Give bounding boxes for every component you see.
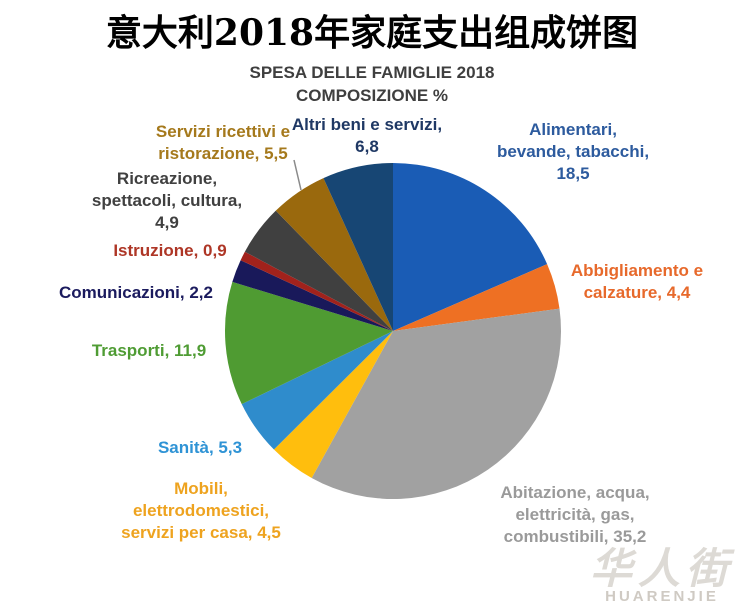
label-istruzione: Istruzione, 0,9 [113, 240, 226, 262]
label-altri-beni: Altri beni e servizi, 6,8 [292, 114, 442, 158]
label-line: Comunicazioni, 2,2 [59, 283, 213, 302]
pie-slice-4 [241, 331, 393, 450]
pie-slice-3 [273, 331, 393, 479]
label-line: Sanità, 5,3 [157, 438, 243, 457]
label-line: Altri beni e servizi, [291, 115, 443, 134]
label-line: Ricreazione, [116, 169, 218, 188]
pie-slice-5 [224, 281, 393, 405]
label-line: Istruzione, 0,9 [113, 241, 227, 260]
label-alimentari: Alimentari, bevande, tabacchi, 18,5 [497, 119, 649, 185]
label-line: elettricità, gas, [515, 505, 635, 524]
label-comunicazioni: Comunicazioni, 2,2 [59, 282, 213, 304]
label-line: servizi per casa, 4,5 [121, 523, 281, 542]
label-line: 6,8 [355, 137, 379, 156]
label-sanita: Sanità, 5,3 [158, 437, 242, 459]
label-line: Servizi ricettivi e [155, 122, 291, 141]
label-line: Alimentari, [529, 120, 617, 139]
chart-title-line2: COMPOSIZIONE % [295, 86, 449, 105]
label-line: 4,9 [155, 213, 179, 232]
label-line: spettacoli, cultura, [91, 191, 243, 210]
label-line: calzature, 4,4 [583, 283, 691, 302]
label-line: Trasporti, 11,9 [91, 341, 207, 360]
pie-slice-0 [393, 162, 548, 331]
label-line: bevande, tabacchi, [496, 142, 650, 161]
page-title: 意大利2018年家庭支出组成饼图 [105, 12, 639, 54]
pie-slice-7 [240, 251, 393, 331]
label-abbigliamento: Abbigliamento e calzature, 4,4 [571, 260, 703, 304]
pie-slice-1 [393, 264, 560, 331]
chart-title-line1: SPESA DELLE FAMIGLIE 2018 [249, 63, 495, 82]
label-line: Mobili, [174, 479, 228, 498]
label-abitazione: Abitazione, acqua, elettricità, gas, com… [500, 482, 649, 548]
label-line: Abitazione, acqua, [500, 483, 650, 502]
label-ricreazione: Ricreazione, spettacoli, cultura, 4,9 [92, 168, 242, 234]
label-line: ristorazione, 5,5 [158, 144, 288, 163]
label-line: elettrodomestici, [132, 501, 270, 520]
label-trasporti: Trasporti, 11,9 [92, 340, 206, 362]
label-line: combustibili, 35,2 [503, 527, 647, 546]
label-line: 18,5 [556, 164, 590, 183]
label-servizi-ricettivi: Servizi ricettivi e ristorazione, 5,5 [156, 121, 290, 165]
pie-slices-group [224, 162, 562, 500]
pie-slice-2 [311, 308, 562, 500]
pie-slice-6 [232, 260, 393, 331]
label-mobili: Mobili, elettrodomestici, servizi per ca… [121, 478, 281, 544]
label-leader-line [293, 159, 302, 191]
label-line: Abbigliamento e [570, 261, 704, 280]
pie-slice-8 [244, 210, 393, 331]
chart-title: SPESA DELLE FAMIGLIE 2018 COMPOSIZIONE % [0, 61, 744, 107]
pie-slice-10 [323, 163, 393, 331]
pie-slice-9 [275, 178, 393, 331]
